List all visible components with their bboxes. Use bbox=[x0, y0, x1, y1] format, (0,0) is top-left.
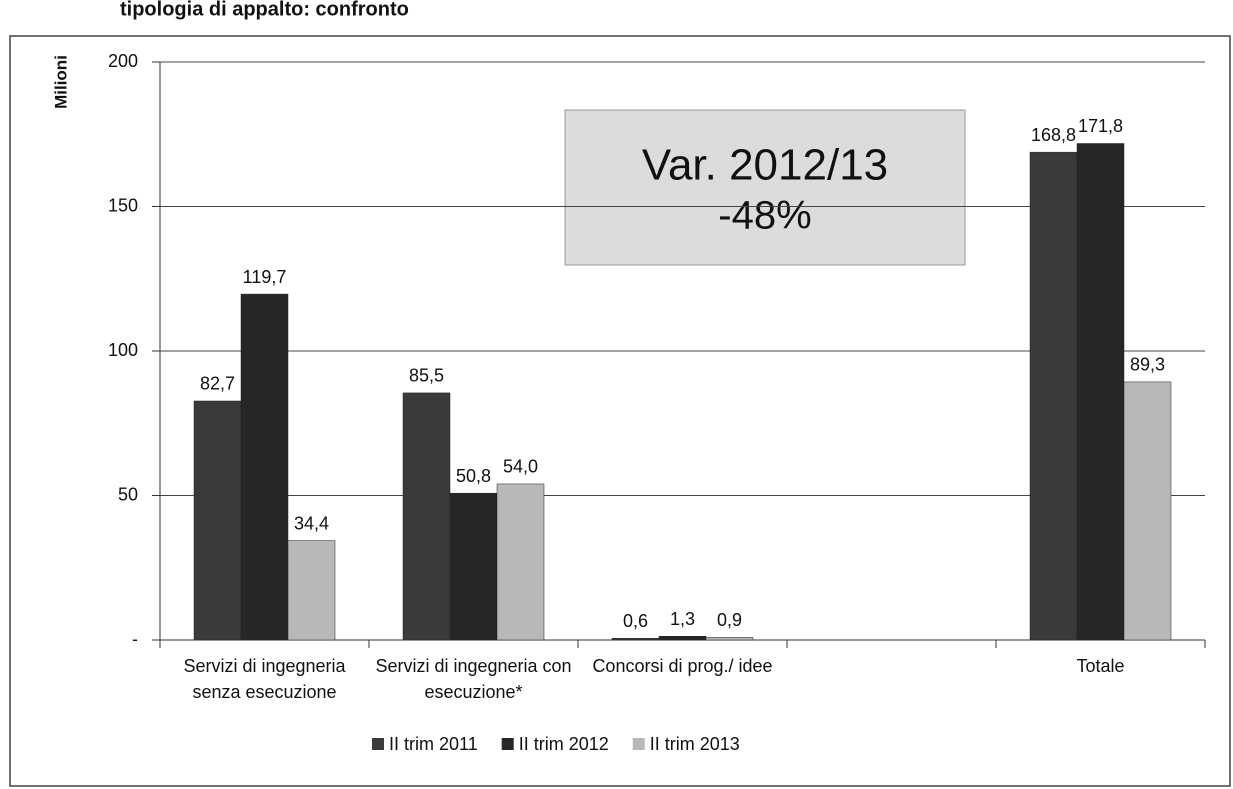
data-label: 0,9 bbox=[717, 610, 742, 630]
data-label: 50,8 bbox=[456, 466, 491, 486]
legend-label: II trim 2011 bbox=[389, 734, 478, 754]
bar bbox=[658, 635, 707, 641]
y-tick-label: 100 bbox=[108, 340, 138, 360]
bar bbox=[193, 400, 242, 641]
x-tick-label: Concorsi di prog./ idee bbox=[592, 656, 772, 676]
bar bbox=[449, 492, 498, 641]
y-tick-label: 50 bbox=[118, 484, 138, 504]
data-label: 34,4 bbox=[294, 513, 329, 533]
chart-title: tipologia di appalto: confronto bbox=[120, 0, 409, 20]
bar bbox=[1029, 151, 1078, 641]
bar bbox=[1076, 143, 1125, 641]
data-label: 1,3 bbox=[670, 609, 695, 629]
y-tick-label: 200 bbox=[108, 51, 138, 71]
data-label: 85,5 bbox=[409, 366, 444, 386]
bar bbox=[287, 540, 336, 641]
bar bbox=[611, 638, 660, 641]
data-label: 82,7 bbox=[200, 374, 235, 394]
tick-line: Servizi di ingegneria con bbox=[375, 656, 571, 676]
annotation-box bbox=[564, 109, 966, 266]
data-label: 119,7 bbox=[243, 267, 287, 287]
bar bbox=[705, 637, 754, 641]
bar bbox=[402, 392, 451, 641]
data-label: 89,3 bbox=[1130, 355, 1165, 375]
data-label: 168,8 bbox=[1031, 125, 1076, 145]
tick-line: Servizi di ingegneria bbox=[183, 656, 346, 676]
bar bbox=[240, 293, 289, 641]
y-axis-label: Milioni bbox=[51, 55, 70, 109]
legend-swatch bbox=[632, 738, 645, 750]
bar bbox=[496, 483, 545, 641]
x-tick-label: Servizi di ingegneria con esecuzione* bbox=[375, 656, 571, 702]
legend-label: II trim 2013 bbox=[650, 734, 740, 754]
tick-line: Concorsi di prog./ idee bbox=[592, 656, 772, 676]
data-label: 54,0 bbox=[503, 457, 538, 477]
legend-swatch bbox=[501, 738, 514, 750]
tick-line: Totale bbox=[1076, 656, 1124, 676]
chart-border bbox=[9, 35, 1231, 787]
x-tick-label: Totale bbox=[1076, 656, 1124, 676]
data-label: 171,8 bbox=[1078, 116, 1123, 136]
bar bbox=[1123, 381, 1172, 641]
annotation-text: Var. 2012/13 bbox=[642, 141, 888, 190]
annotation-text: -48% bbox=[718, 194, 811, 238]
legend-label: II trim 2012 bbox=[519, 734, 609, 754]
x-tick-label: Servizi di ingegneria senza esecuzione bbox=[183, 656, 346, 702]
y-tick-label: - bbox=[132, 629, 138, 649]
tick-line: esecuzione* bbox=[424, 682, 522, 702]
y-tick-label: 150 bbox=[108, 195, 138, 215]
tick-line: senza esecuzione bbox=[192, 682, 336, 702]
legend-swatch bbox=[372, 738, 384, 750]
data-label: 0,6 bbox=[623, 611, 648, 631]
